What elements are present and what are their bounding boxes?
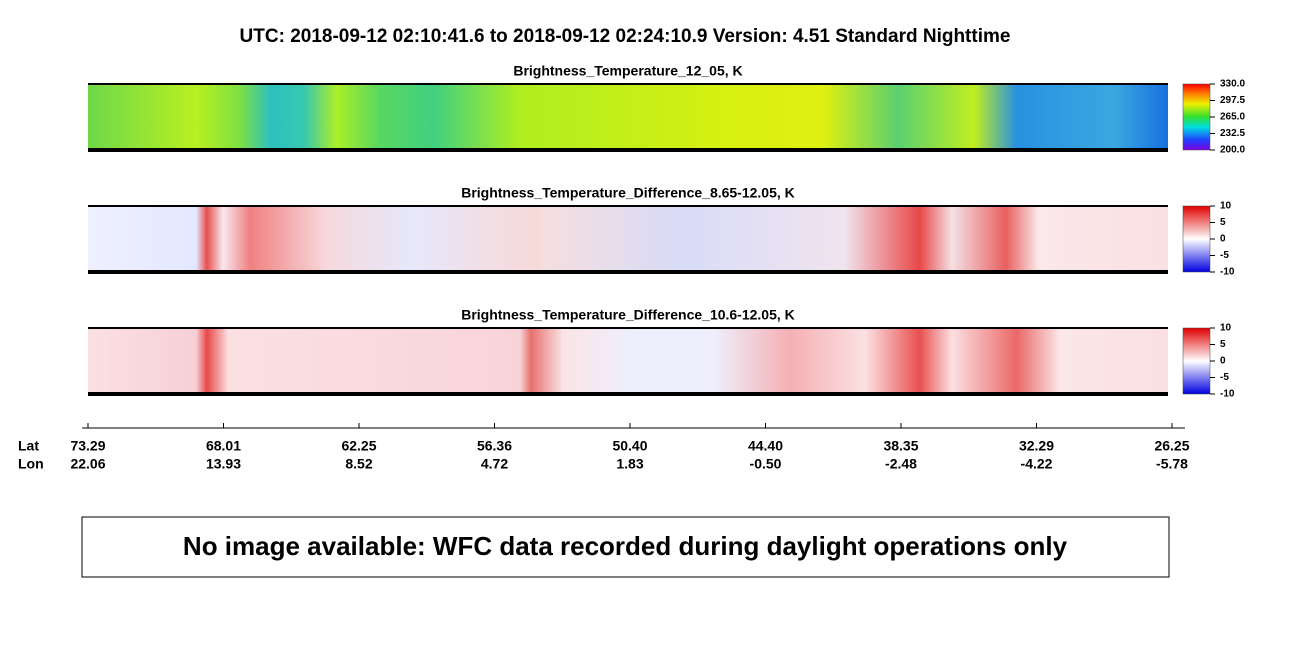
lat-label: 26.25 <box>1154 438 1189 454</box>
lat-label: 56.36 <box>477 438 512 454</box>
image-strip <box>88 84 1168 150</box>
lat-label: 62.25 <box>341 438 376 454</box>
lon-label: 1.83 <box>616 456 643 472</box>
colorbar-label: 200.0 <box>1220 145 1245 156</box>
lat-label: 73.29 <box>70 438 105 454</box>
lon-label: 4.72 <box>481 456 508 472</box>
colorbar-label: 330.0 <box>1220 79 1245 90</box>
lon-axis-label: Lon <box>18 456 44 472</box>
lat-label: 38.35 <box>883 438 918 454</box>
colorbar-label: 0 <box>1220 356 1226 367</box>
notice-box <box>81 516 1170 578</box>
panel-title: Brightness_Temperature_Difference_10.6-1… <box>461 307 795 323</box>
panel-title: Brightness_Temperature_Difference_8.65-1… <box>461 185 795 201</box>
colorbar-label: 10 <box>1220 323 1232 334</box>
colorbar-label: 5 <box>1220 339 1226 350</box>
colorbar-label: 5 <box>1220 217 1226 228</box>
lon-label: -5.78 <box>1156 456 1188 472</box>
lon-label: 22.06 <box>70 456 105 472</box>
panel-title: Brightness_Temperature_12_05, K <box>513 63 742 79</box>
lon-label: -2.48 <box>885 456 917 472</box>
lon-label: -0.50 <box>750 456 782 472</box>
colorbar <box>1182 327 1211 395</box>
colorbar <box>1182 205 1211 273</box>
colorbar <box>1182 83 1211 151</box>
colorbar-label: -10 <box>1220 389 1235 400</box>
colorbar-label: 297.5 <box>1220 95 1245 106</box>
colorbar-label: 232.5 <box>1220 128 1245 139</box>
lat-label: 32.29 <box>1019 438 1054 454</box>
lat-label: 68.01 <box>206 438 241 454</box>
colorbar-label: -10 <box>1220 267 1235 278</box>
colorbar-label: 10 <box>1220 201 1232 212</box>
colorbar-label: 265.0 <box>1220 112 1245 123</box>
colorbar-label: -5 <box>1220 372 1229 383</box>
image-strip <box>88 328 1168 394</box>
lat-axis-label: Lat <box>18 438 39 454</box>
notice: No image available: WFC data recorded du… <box>183 531 1068 561</box>
lat-label: 44.40 <box>748 438 783 454</box>
title: UTC: 2018-09-12 02:10:41.6 to 2018-09-12… <box>240 26 1011 47</box>
colorbar-label: 0 <box>1220 234 1226 245</box>
colorbar-label: -5 <box>1220 250 1229 261</box>
lon-label: -4.22 <box>1021 456 1053 472</box>
image-strip <box>88 206 1168 272</box>
lat-label: 50.40 <box>612 438 647 454</box>
lon-label: 8.52 <box>345 456 372 472</box>
lon-label: 13.93 <box>206 456 241 472</box>
